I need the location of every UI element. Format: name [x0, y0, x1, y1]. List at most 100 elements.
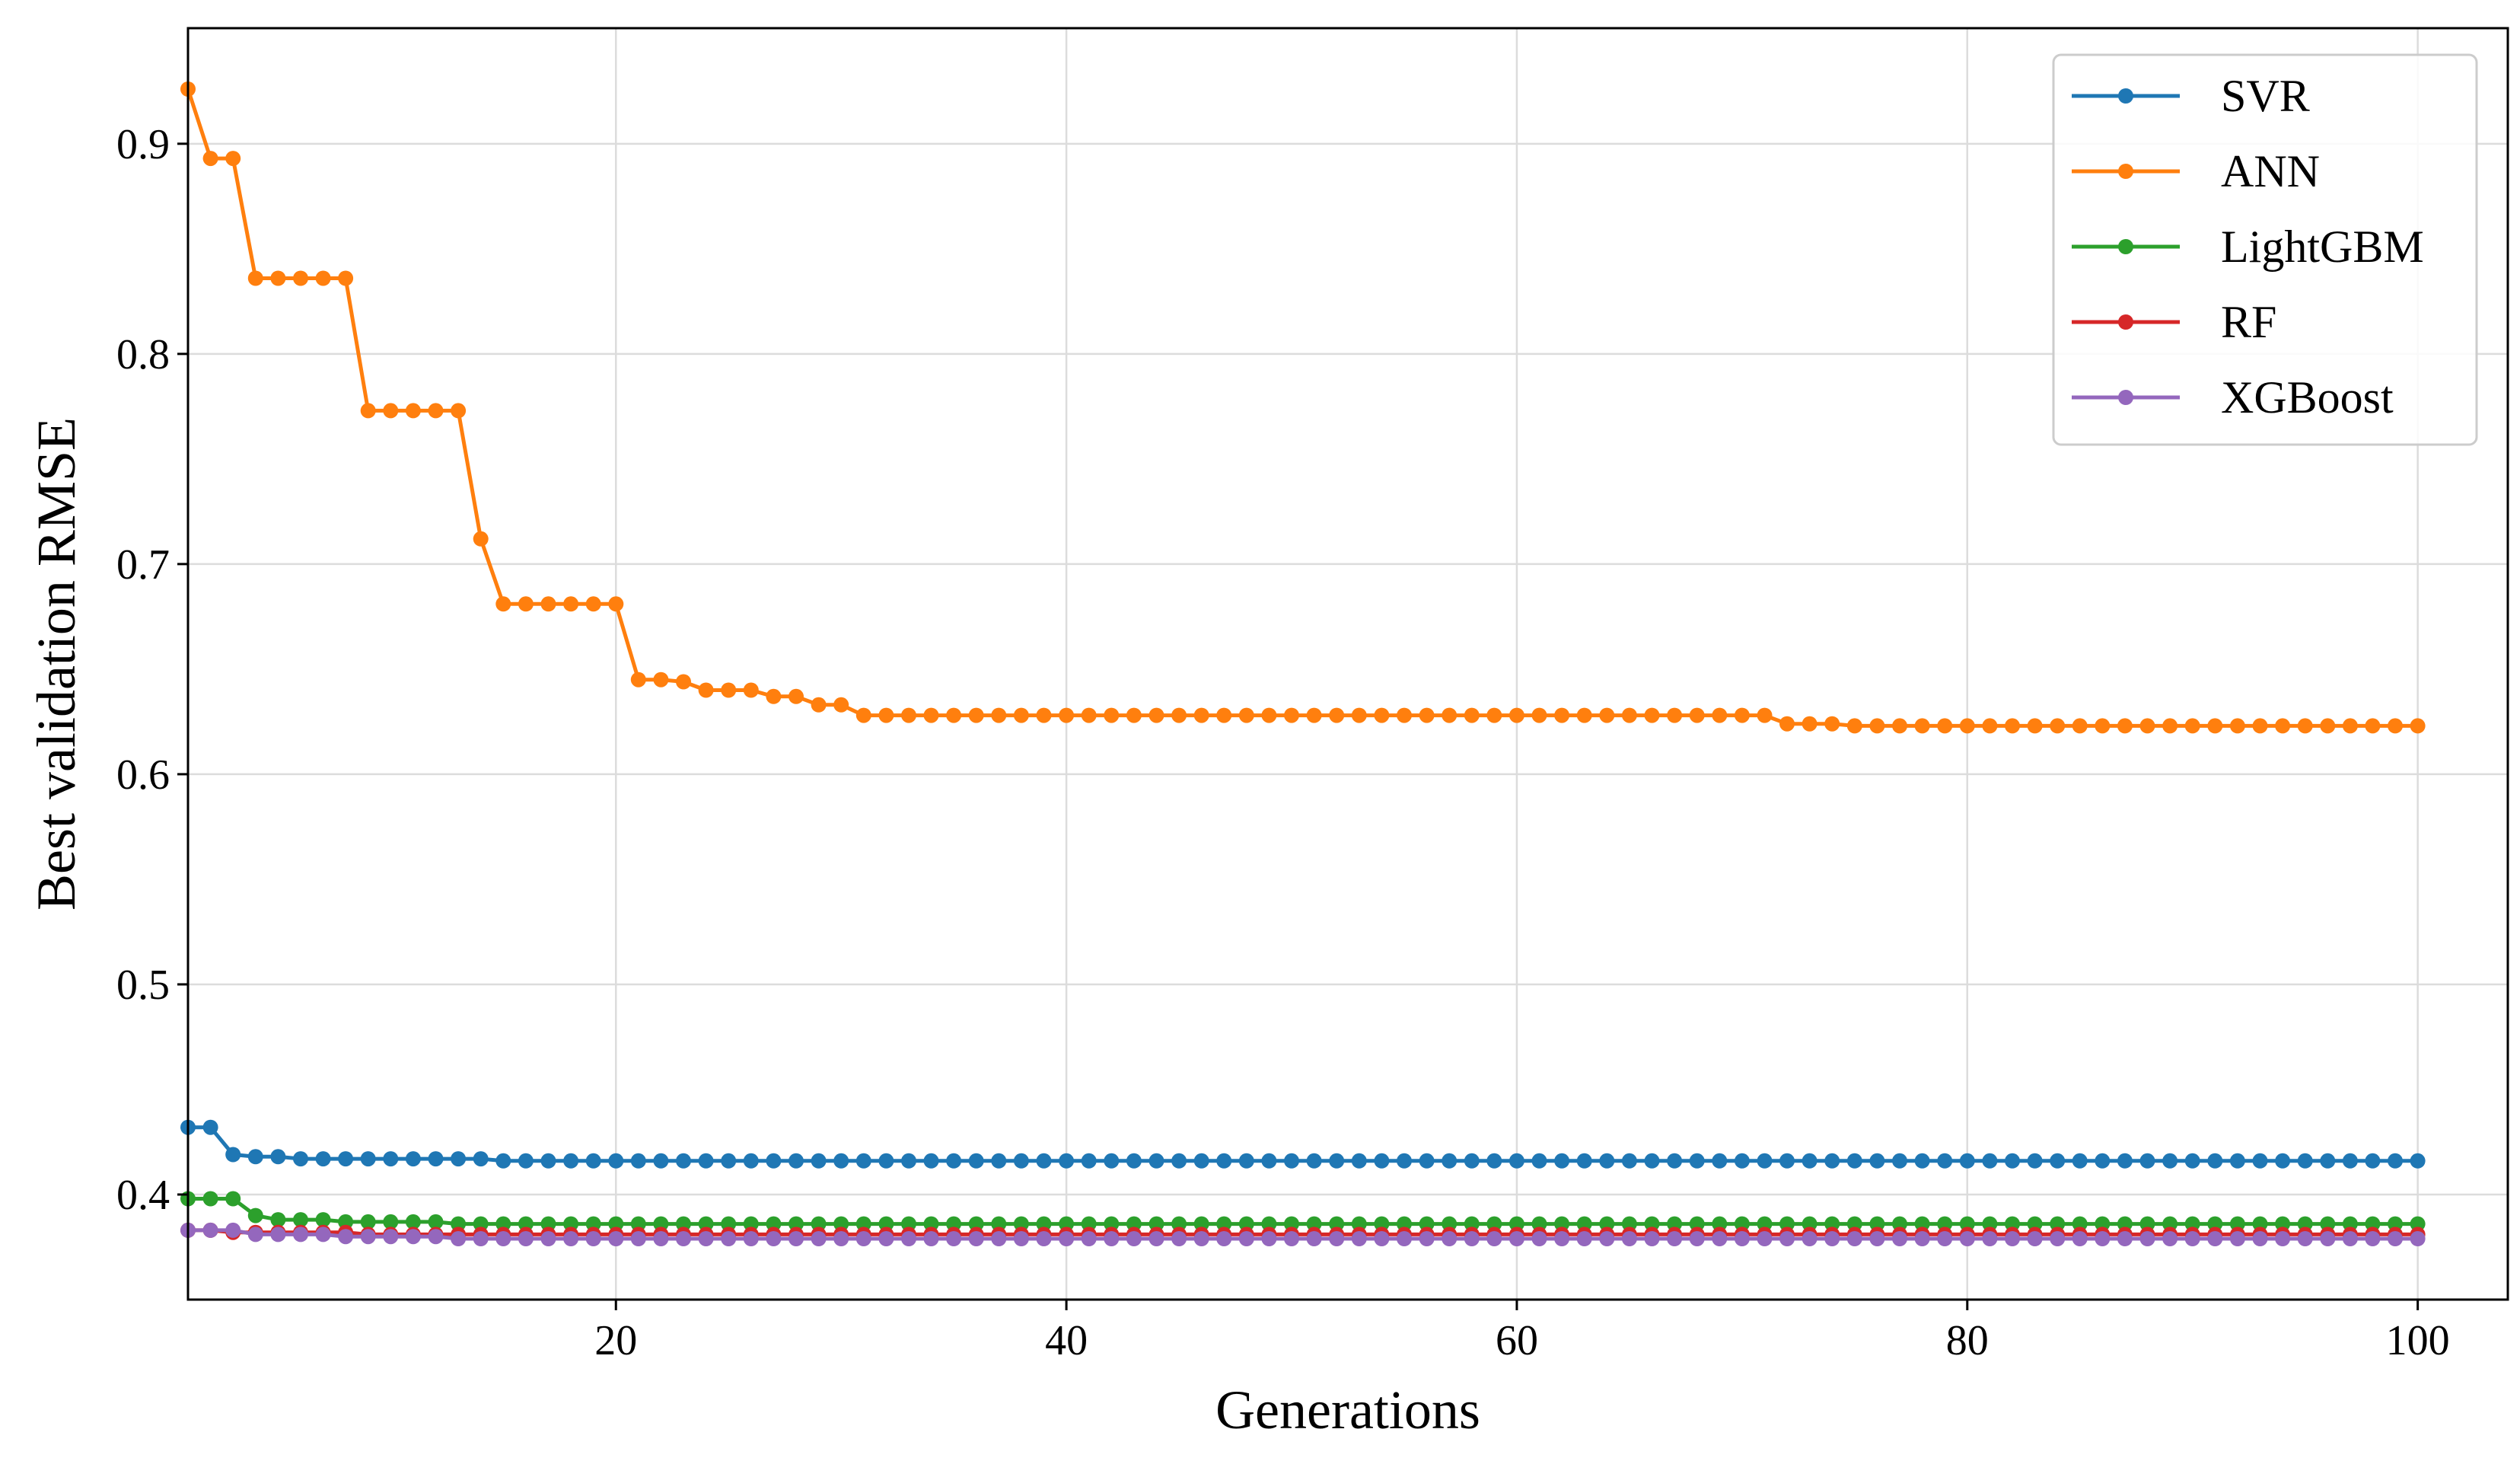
- data-point: [1351, 1231, 1367, 1246]
- data-point: [1306, 1216, 1322, 1232]
- data-point: [946, 1216, 962, 1232]
- data-point: [2162, 718, 2178, 734]
- data-point: [1779, 1216, 1795, 1232]
- data-point: [1734, 707, 1750, 723]
- data-point: [563, 596, 579, 612]
- data-point: [1757, 1216, 1773, 1232]
- data-point: [2320, 718, 2336, 734]
- data-point: [2184, 718, 2200, 734]
- data-point: [1081, 1216, 1097, 1232]
- data-point: [2095, 1231, 2111, 1246]
- data-point: [1464, 707, 1480, 723]
- data-point: [1869, 1231, 1885, 1246]
- data-point: [540, 596, 556, 612]
- data-point: [585, 1231, 601, 1246]
- data-point: [2162, 1231, 2178, 1246]
- series-layer: [180, 81, 2426, 1246]
- data-point: [1757, 707, 1773, 723]
- data-point: [2027, 1216, 2043, 1232]
- data-point: [293, 270, 308, 286]
- data-point: [1374, 1216, 1390, 1232]
- data-point: [946, 707, 962, 723]
- data-point: [2207, 1231, 2223, 1246]
- data-point: [1869, 718, 1885, 734]
- data-point: [1621, 1231, 1637, 1246]
- data-point: [2184, 1231, 2200, 1246]
- data-point: [2320, 1216, 2336, 1232]
- data-point: [540, 1153, 556, 1169]
- data-point: [2027, 1153, 2043, 1169]
- data-point: [766, 688, 782, 704]
- data-point: [788, 1231, 804, 1246]
- data-point: [2252, 1231, 2268, 1246]
- data-point: [855, 1216, 871, 1232]
- data-point: [2139, 1231, 2155, 1246]
- data-point: [1284, 1216, 1299, 1232]
- data-point: [630, 1153, 646, 1169]
- data-point: [1667, 1231, 1683, 1246]
- data-point: [743, 682, 759, 698]
- data-point: [1959, 718, 1975, 734]
- data-point: [901, 1231, 916, 1246]
- data-point: [428, 1214, 444, 1230]
- series-svr: [180, 1119, 2426, 1169]
- data-point: [225, 1222, 241, 1238]
- data-point: [1734, 1153, 1750, 1169]
- data-point: [2388, 1231, 2403, 1246]
- series-line: [186, 88, 2418, 728]
- data-point: [766, 1153, 782, 1169]
- data-point: [1104, 1231, 1120, 1246]
- data-point: [2297, 1216, 2313, 1232]
- x-axis-label: Generations: [1215, 1380, 1480, 1440]
- data-point: [1148, 1231, 1164, 1246]
- data-point: [518, 1153, 534, 1169]
- data-point: [923, 1216, 939, 1232]
- data-point: [247, 270, 263, 286]
- data-point: [1802, 1216, 1818, 1232]
- data-point: [901, 707, 916, 723]
- data-point: [2275, 1231, 2291, 1246]
- data-point: [1802, 1231, 1818, 1246]
- data-point: [2229, 718, 2245, 734]
- data-point: [2342, 718, 2358, 734]
- data-point: [1442, 707, 1458, 723]
- data-point: [923, 1231, 939, 1246]
- data-point: [451, 403, 467, 419]
- data-point: [1171, 1231, 1187, 1246]
- legend-label: RF: [2221, 297, 2276, 347]
- data-point: [1712, 1216, 1728, 1232]
- y-tick-label: 0.5: [116, 962, 170, 1009]
- data-point: [563, 1231, 579, 1246]
- data-point: [518, 596, 534, 612]
- data-point: [563, 1216, 579, 1232]
- data-point: [698, 1153, 714, 1169]
- data-point: [1576, 1153, 1592, 1169]
- data-point: [1081, 707, 1097, 723]
- data-point: [1036, 1231, 1052, 1246]
- data-point: [540, 1216, 556, 1232]
- data-point: [2162, 1216, 2178, 1232]
- data-point: [1779, 1153, 1795, 1169]
- legend-label: SVR: [2221, 71, 2310, 121]
- data-point: [225, 1191, 241, 1207]
- data-point: [2117, 718, 2133, 734]
- data-point: [1059, 1216, 1075, 1232]
- legend-label: XGBoost: [2221, 372, 2394, 423]
- series-line: [188, 1197, 2418, 1227]
- data-point: [1397, 1231, 1412, 1246]
- data-point: [2297, 1153, 2313, 1169]
- data-point: [2184, 1153, 2200, 1169]
- data-point: [383, 1151, 399, 1167]
- data-point: [1126, 1216, 1142, 1232]
- series-ann: [180, 81, 2426, 734]
- data-point: [383, 1214, 399, 1230]
- data-point: [968, 1153, 984, 1169]
- data-point: [721, 1231, 737, 1246]
- data-point: [1238, 707, 1254, 723]
- data-point: [946, 1231, 962, 1246]
- data-point: [2365, 1231, 2381, 1246]
- x-tick-label: 60: [1496, 1317, 1538, 1364]
- data-point: [1846, 718, 1862, 734]
- data-point: [1081, 1231, 1097, 1246]
- data-point: [991, 1231, 1007, 1246]
